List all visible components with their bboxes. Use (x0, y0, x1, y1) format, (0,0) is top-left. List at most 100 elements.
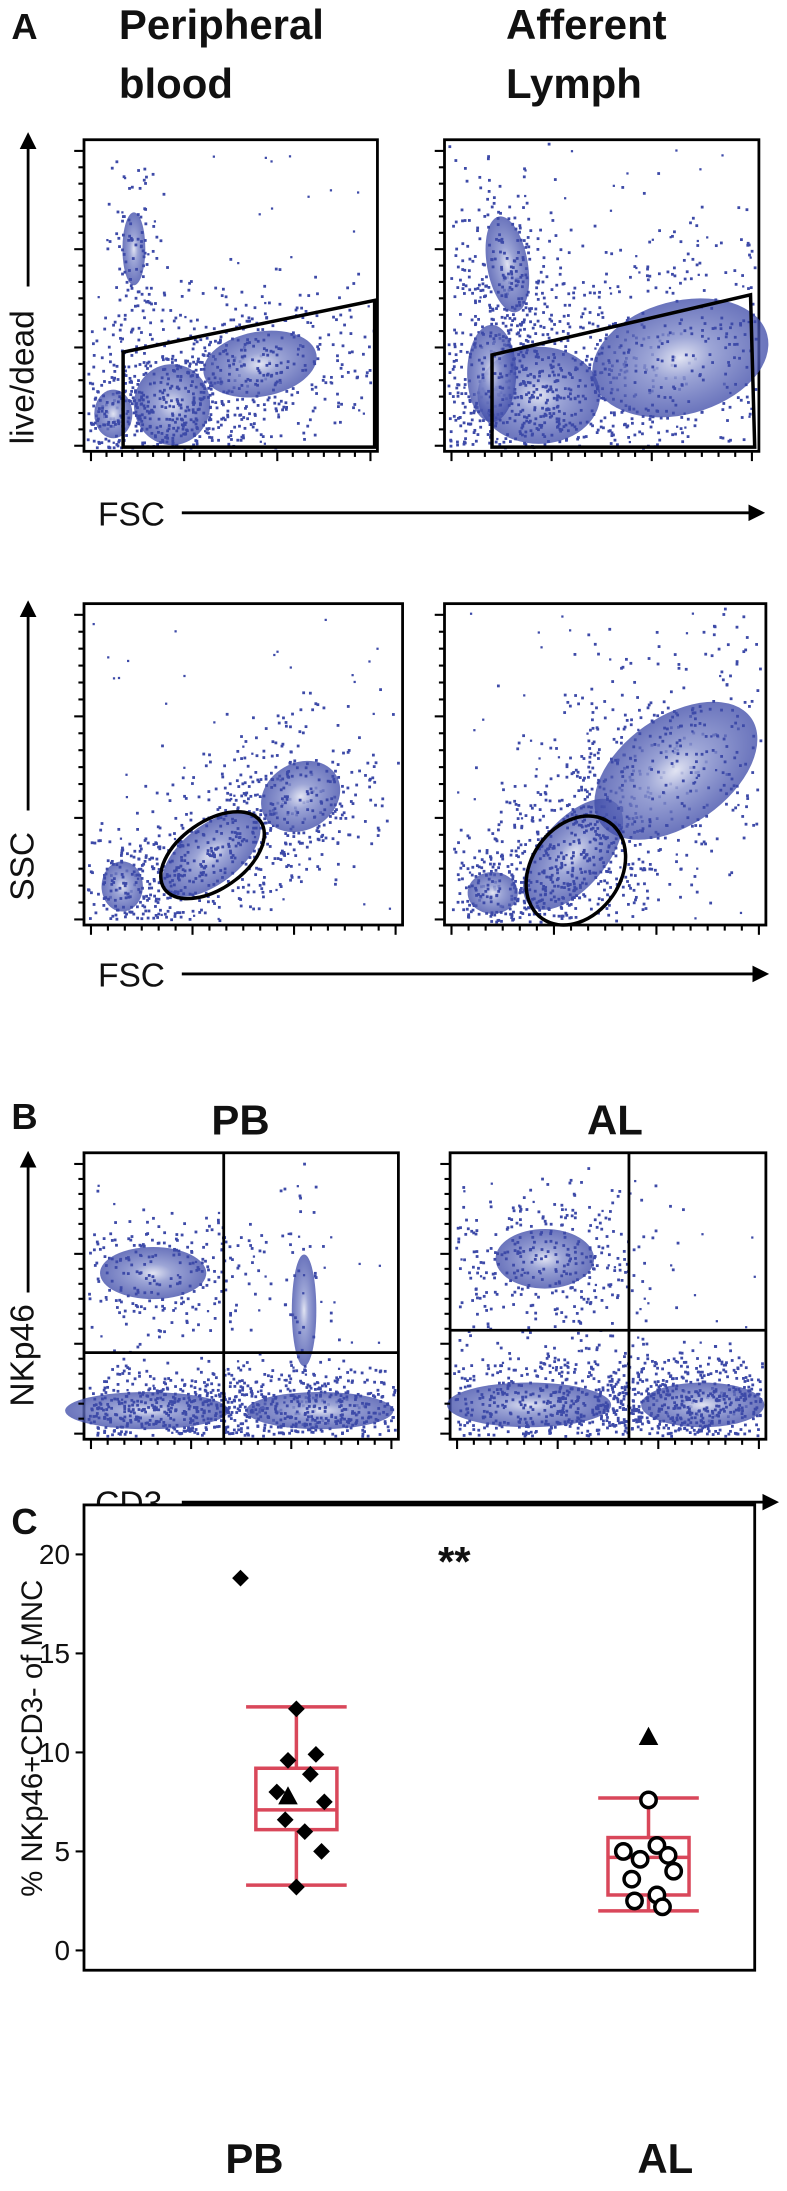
event-dot (190, 1429, 194, 1432)
event-dot (148, 410, 152, 414)
event-dot (217, 905, 221, 909)
event-dot (698, 705, 702, 708)
event-dot (579, 806, 583, 810)
event-dot (239, 413, 243, 417)
event-dot (477, 865, 481, 869)
event-dot (535, 901, 539, 905)
event-dot (557, 914, 561, 918)
event-dot (523, 901, 527, 905)
event-dot (610, 841, 614, 845)
event-dot (333, 1379, 337, 1383)
event-dot (118, 328, 122, 332)
event-dot (277, 413, 280, 416)
event-dot (273, 807, 277, 811)
event-dot (245, 390, 249, 394)
event-dot (524, 273, 528, 277)
event-dot (214, 787, 218, 791)
event-dot (141, 275, 145, 279)
event-dot (246, 338, 249, 342)
event-dot (183, 1384, 186, 1387)
event-dot (272, 1432, 276, 1436)
event-dot (177, 878, 181, 882)
event-dot (215, 830, 219, 833)
event-dot (546, 333, 550, 336)
event-dot (566, 429, 570, 433)
event-dot (128, 1367, 131, 1371)
event-dot (627, 902, 630, 906)
event-dot (239, 1430, 243, 1434)
event-dot (452, 359, 456, 363)
event-dot (508, 205, 512, 209)
event-dot (527, 884, 530, 887)
event-dot (498, 418, 502, 422)
event-dot (305, 1418, 309, 1422)
event-dot (145, 395, 149, 399)
event-dot (607, 867, 611, 871)
event-dot (320, 1384, 324, 1388)
event-dot (179, 375, 183, 379)
event-dot (579, 867, 583, 871)
event-dot (287, 852, 290, 855)
event-dot (172, 433, 176, 437)
event-dot (460, 392, 464, 396)
event-dot (684, 353, 688, 357)
event-dot (632, 888, 636, 892)
event-dot (560, 907, 564, 910)
event-dot (95, 446, 99, 450)
event-dot (345, 1425, 349, 1429)
event-dot (282, 716, 285, 720)
event-dot (181, 1389, 185, 1393)
event-dot (474, 875, 478, 878)
event-dot (206, 427, 210, 431)
event-dot (675, 860, 678, 864)
event-dot (362, 1425, 366, 1429)
event-dot (220, 1398, 224, 1402)
event-dot (90, 423, 94, 426)
event-dot (236, 438, 240, 442)
event-dot (486, 887, 490, 891)
event-dot (218, 1394, 222, 1398)
event-dot (212, 1373, 216, 1376)
event-dot (142, 178, 146, 182)
event-dot (168, 1424, 172, 1428)
event-dot (272, 388, 275, 392)
event-dot (138, 849, 142, 853)
event-dot (217, 341, 220, 345)
event-dot (235, 368, 239, 371)
event-dot (500, 781, 504, 785)
event-dot (283, 795, 287, 799)
event-dot (123, 884, 127, 888)
event-dot (475, 401, 478, 405)
event-dot (298, 293, 302, 297)
event-dot (536, 396, 539, 400)
event-dot (96, 1433, 100, 1437)
event-dot (633, 758, 637, 762)
event-dot (301, 731, 305, 735)
event-dot (183, 869, 187, 873)
event-dot (175, 364, 179, 367)
event-dot (136, 873, 139, 877)
event-dot (342, 1407, 346, 1411)
event-dot (207, 427, 211, 430)
event-dot (539, 793, 543, 796)
event-dot (474, 888, 478, 892)
event-dot (648, 417, 652, 421)
event-dot (478, 237, 482, 241)
event-dot (323, 1390, 327, 1394)
event-dot (679, 240, 683, 244)
event-dot (140, 877, 144, 880)
event-dot (244, 1413, 247, 1417)
event-dot (593, 753, 597, 757)
event-dot (180, 1432, 184, 1435)
event-dot (529, 804, 533, 808)
event-dot (679, 895, 682, 899)
event-dot (549, 876, 553, 879)
event-dot (719, 674, 722, 678)
event-dot (343, 1417, 346, 1421)
event-dot (121, 846, 124, 850)
event-dot (663, 726, 667, 730)
event-dot (242, 363, 246, 367)
event-dot (673, 274, 677, 278)
event-dot (270, 373, 274, 377)
event-dot (339, 1418, 343, 1422)
